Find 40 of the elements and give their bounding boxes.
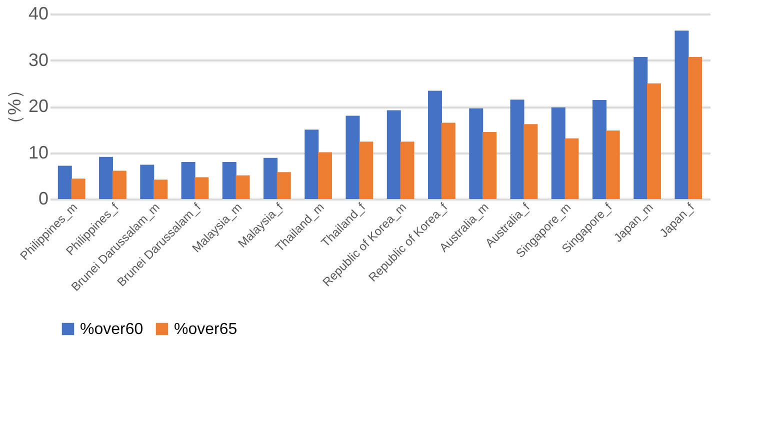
bar	[428, 90, 442, 199]
bar	[646, 83, 661, 199]
bar	[236, 175, 250, 199]
y-tick-label: 10	[28, 142, 48, 162]
legend-label: %over60	[80, 321, 144, 338]
bar	[469, 108, 484, 199]
bar	[346, 116, 360, 199]
bar	[71, 178, 86, 199]
bar	[400, 142, 414, 199]
bar	[674, 30, 689, 199]
bar	[264, 158, 278, 199]
y-tick-label: 0	[38, 188, 48, 208]
bar	[482, 132, 496, 199]
bar	[359, 142, 374, 199]
bar	[58, 166, 72, 199]
y-tick-label: 20	[28, 96, 48, 116]
bar	[112, 170, 126, 199]
bar	[551, 107, 566, 199]
bar	[524, 124, 538, 199]
legend-label: %over65	[174, 321, 238, 338]
bar	[99, 156, 114, 199]
bar	[592, 100, 606, 199]
bar	[386, 110, 401, 199]
bar	[318, 152, 332, 199]
bar	[194, 177, 209, 199]
bar	[276, 172, 291, 199]
bar	[441, 122, 456, 199]
bar	[304, 130, 319, 199]
bar	[181, 162, 196, 199]
bar	[634, 57, 648, 199]
bar	[564, 138, 579, 199]
bar	[222, 162, 236, 199]
bar	[510, 100, 524, 199]
bar	[606, 130, 620, 199]
bar	[140, 164, 154, 199]
bar	[688, 57, 702, 199]
bar	[154, 180, 168, 199]
y-tick-label: 40	[28, 4, 48, 24]
y-tick-label: 30	[28, 50, 48, 70]
y-axis-title: （%）	[4, 80, 24, 134]
